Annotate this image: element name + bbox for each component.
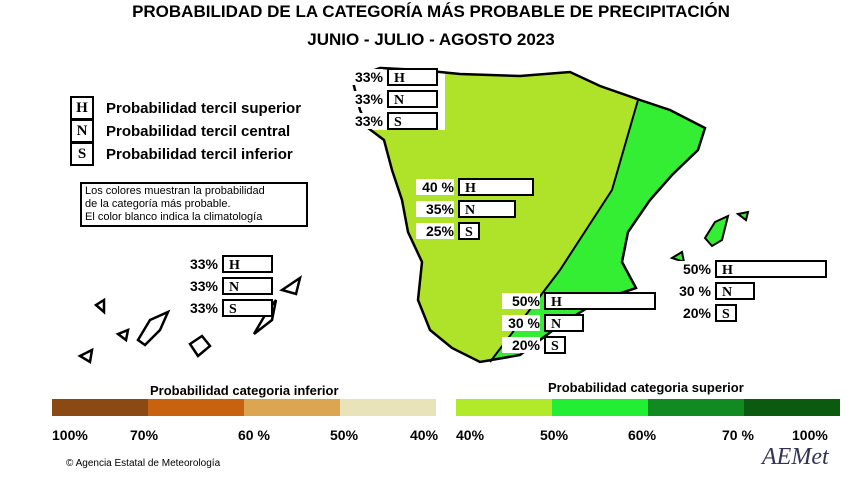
baleares-probabilities: 50% H 30 % N 20% S <box>673 258 827 324</box>
probability-value: 33% <box>180 278 218 294</box>
scale_superior-swatch <box>456 399 552 416</box>
tercile-box: N <box>715 282 755 300</box>
scale_inferior-tick: 70% <box>130 427 159 443</box>
baleares-islands <box>669 210 750 264</box>
scale_superior-tick: 50% <box>540 427 569 443</box>
scale_superior-tick: 40% <box>456 427 485 443</box>
probability-row: 35% N <box>416 198 534 220</box>
probability-row: 33% S <box>180 297 273 319</box>
scale_superior-swatch <box>648 399 744 416</box>
legend-row: S Probabilidad tercil inferior <box>70 142 293 166</box>
probability-row: 50% H <box>502 290 656 312</box>
tercile-box: N <box>222 277 273 295</box>
probability-value: 40 % <box>416 179 454 195</box>
probability-value: 50% <box>673 261 711 277</box>
copyright: © Agencia Estatal de Meteorología <box>66 458 221 469</box>
probability-value: 35% <box>416 201 454 217</box>
legend-row: N Probabilidad tercil central <box>70 119 290 143</box>
scale_inferior-tick: 60 % <box>238 427 270 443</box>
probability-row: 33% N <box>345 88 438 110</box>
probability-value: 33% <box>345 91 383 107</box>
tercile-box: H <box>387 68 438 86</box>
scale_inferior-tick: 40% <box>410 427 439 443</box>
legend-text: Probabilidad tercil inferior <box>106 145 293 163</box>
probability-row: 33% N <box>180 275 273 297</box>
scale_superior-tick: 70 % <box>722 427 754 443</box>
probability-row: 50% H <box>673 258 827 280</box>
tercile-box: N <box>387 90 438 108</box>
probability-row: 33% H <box>180 253 273 275</box>
probability-row: 30 % N <box>673 280 827 302</box>
color-note: Los colores muestran la probabilidad de … <box>80 182 308 227</box>
tercile-box: H <box>544 292 656 310</box>
probability-value: 30 % <box>502 315 540 331</box>
tercile-box: S <box>544 336 566 354</box>
canarias-islands <box>77 275 302 365</box>
tercile-box: S <box>222 299 273 317</box>
legend-letter: S <box>70 142 94 166</box>
canarias-probabilities: 33% H 33% N 33% S <box>180 253 273 319</box>
scale_inferior-tick: 50% <box>330 427 359 443</box>
tercile-box: S <box>387 112 438 130</box>
probability-value: 30 % <box>673 283 711 299</box>
tercile-box: H <box>715 260 827 278</box>
probability-row: 20% S <box>673 302 827 324</box>
galicia-probabilities: 33% H 33% N 33% S <box>345 66 438 132</box>
probability-row: 33% H <box>345 66 438 88</box>
title-line2: JUNIO - JULIO - AGOSTO 2023 <box>307 30 555 49</box>
scale_superior-swatch <box>552 399 648 416</box>
probability-row: 40 % H <box>416 176 534 198</box>
tercile-box: H <box>222 255 273 273</box>
probability-value: 33% <box>345 69 383 85</box>
probability-value: 50% <box>502 293 540 309</box>
legend-letter: N <box>70 119 94 143</box>
probability-value: 20% <box>502 337 540 353</box>
aemet-logo: AEMet <box>762 444 829 470</box>
scale_superior-tick: 100% <box>792 427 828 443</box>
scale-superior-label: Probabilidad categoria superior <box>548 380 744 395</box>
scale_superior-swatch <box>744 399 840 416</box>
legend-text: Probabilidad tercil superior <box>106 99 302 117</box>
probability-row: 20% S <box>502 334 656 356</box>
note-line: Los colores muestran la probabilidad <box>85 185 265 197</box>
tercile-box: S <box>458 222 480 240</box>
oeste-probabilities: 40 % H 35% N 25% S <box>416 176 534 242</box>
probability-row: 25% S <box>416 220 534 242</box>
tercile-box: S <box>715 304 737 322</box>
legend-letter: H <box>70 96 94 120</box>
scale_inferior-swatch <box>148 399 244 416</box>
probability-value: 33% <box>345 113 383 129</box>
probability-value: 33% <box>180 300 218 316</box>
legend-text: Probabilidad tercil central <box>106 122 291 140</box>
scale_inferior-swatch <box>244 399 340 416</box>
este-probabilities: 50% H 30 % N 20% S <box>502 290 656 356</box>
legend-row: H Probabilidad tercil superior <box>70 96 301 120</box>
title-line1: PROBABILIDAD DE LA CATEGORÍA MÁS PROBABL… <box>132 2 730 21</box>
scale_inferior-tick: 100% <box>52 427 88 443</box>
note-line: El color blanco indica la climatología <box>85 211 263 223</box>
probability-value: 20% <box>673 305 711 321</box>
scale_inferior-swatch <box>340 399 436 416</box>
probability-row: 33% S <box>345 110 438 132</box>
scale-inferior-label: Probabilidad categoria inferior <box>150 383 339 398</box>
tercile-box: H <box>458 178 534 196</box>
probability-value: 25% <box>416 223 454 239</box>
scale_inferior-swatch <box>52 399 148 416</box>
tercile-box: N <box>544 314 584 332</box>
tercile-box: N <box>458 200 516 218</box>
probability-value: 33% <box>180 256 218 272</box>
scale_superior-tick: 60% <box>628 427 657 443</box>
probability-row: 30 % N <box>502 312 656 334</box>
note-line: de la categoría más probable. <box>85 198 231 210</box>
